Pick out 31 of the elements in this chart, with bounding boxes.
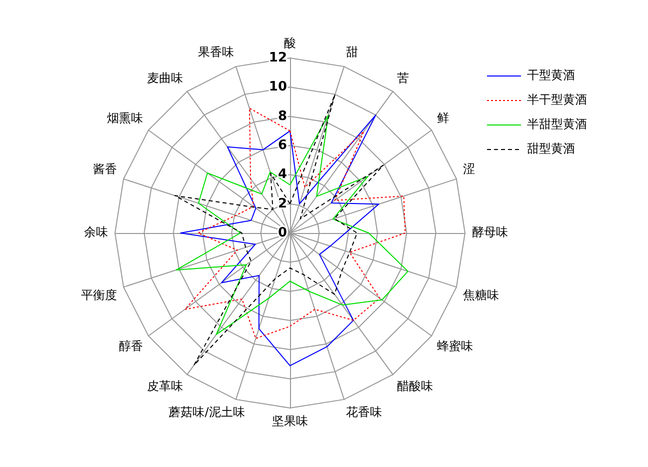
- spoke-label: 平衡度: [80, 288, 117, 302]
- spoke-label: 甜: [346, 44, 358, 59]
- spoke-label: 坚果味: [272, 414, 308, 428]
- y-tick-label: 2: [278, 196, 287, 212]
- legend-label: 干型黄酒: [527, 68, 575, 82]
- y-tick-label: 6: [278, 138, 287, 153]
- spoke-label: 苦: [396, 70, 409, 85]
- legend-label: 半干型黄酒: [527, 92, 587, 106]
- spoke-label: 果香味: [198, 44, 234, 59]
- spoke-label: 焦糖味: [463, 288, 500, 302]
- spoke-label: 麦曲味: [147, 70, 184, 85]
- y-tick-label: 12: [268, 50, 287, 66]
- y-tick-label: 4: [278, 167, 287, 182]
- legend-label: 半甜型黄酒: [527, 117, 587, 131]
- spoke-label: 蜂蜜味: [437, 338, 474, 353]
- spoke-label: 涩: [463, 162, 476, 176]
- y-tick-label: 8: [278, 108, 287, 124]
- y-tick-label: 10: [268, 80, 287, 95]
- spoke-label: 蘑菇味/泥土味: [168, 405, 245, 420]
- legend-label: 甜型黄酒: [527, 142, 575, 156]
- spoke-label: 醋酸味: [396, 379, 433, 394]
- spoke-label: 花香味: [346, 405, 382, 420]
- spoke-label: 酸: [284, 36, 296, 50]
- spoke-label: 皮革味: [147, 379, 184, 394]
- y-tick-label: 0: [278, 226, 287, 240]
- spoke-label: 酱香: [92, 162, 117, 176]
- spoke-label: 醇香: [118, 338, 143, 353]
- spoke-label: 鲜: [437, 111, 450, 126]
- spoke-label: 酵母味: [472, 225, 508, 239]
- spoke-label: 烟熏味: [106, 111, 143, 126]
- spoke-label: 余味: [84, 225, 108, 239]
